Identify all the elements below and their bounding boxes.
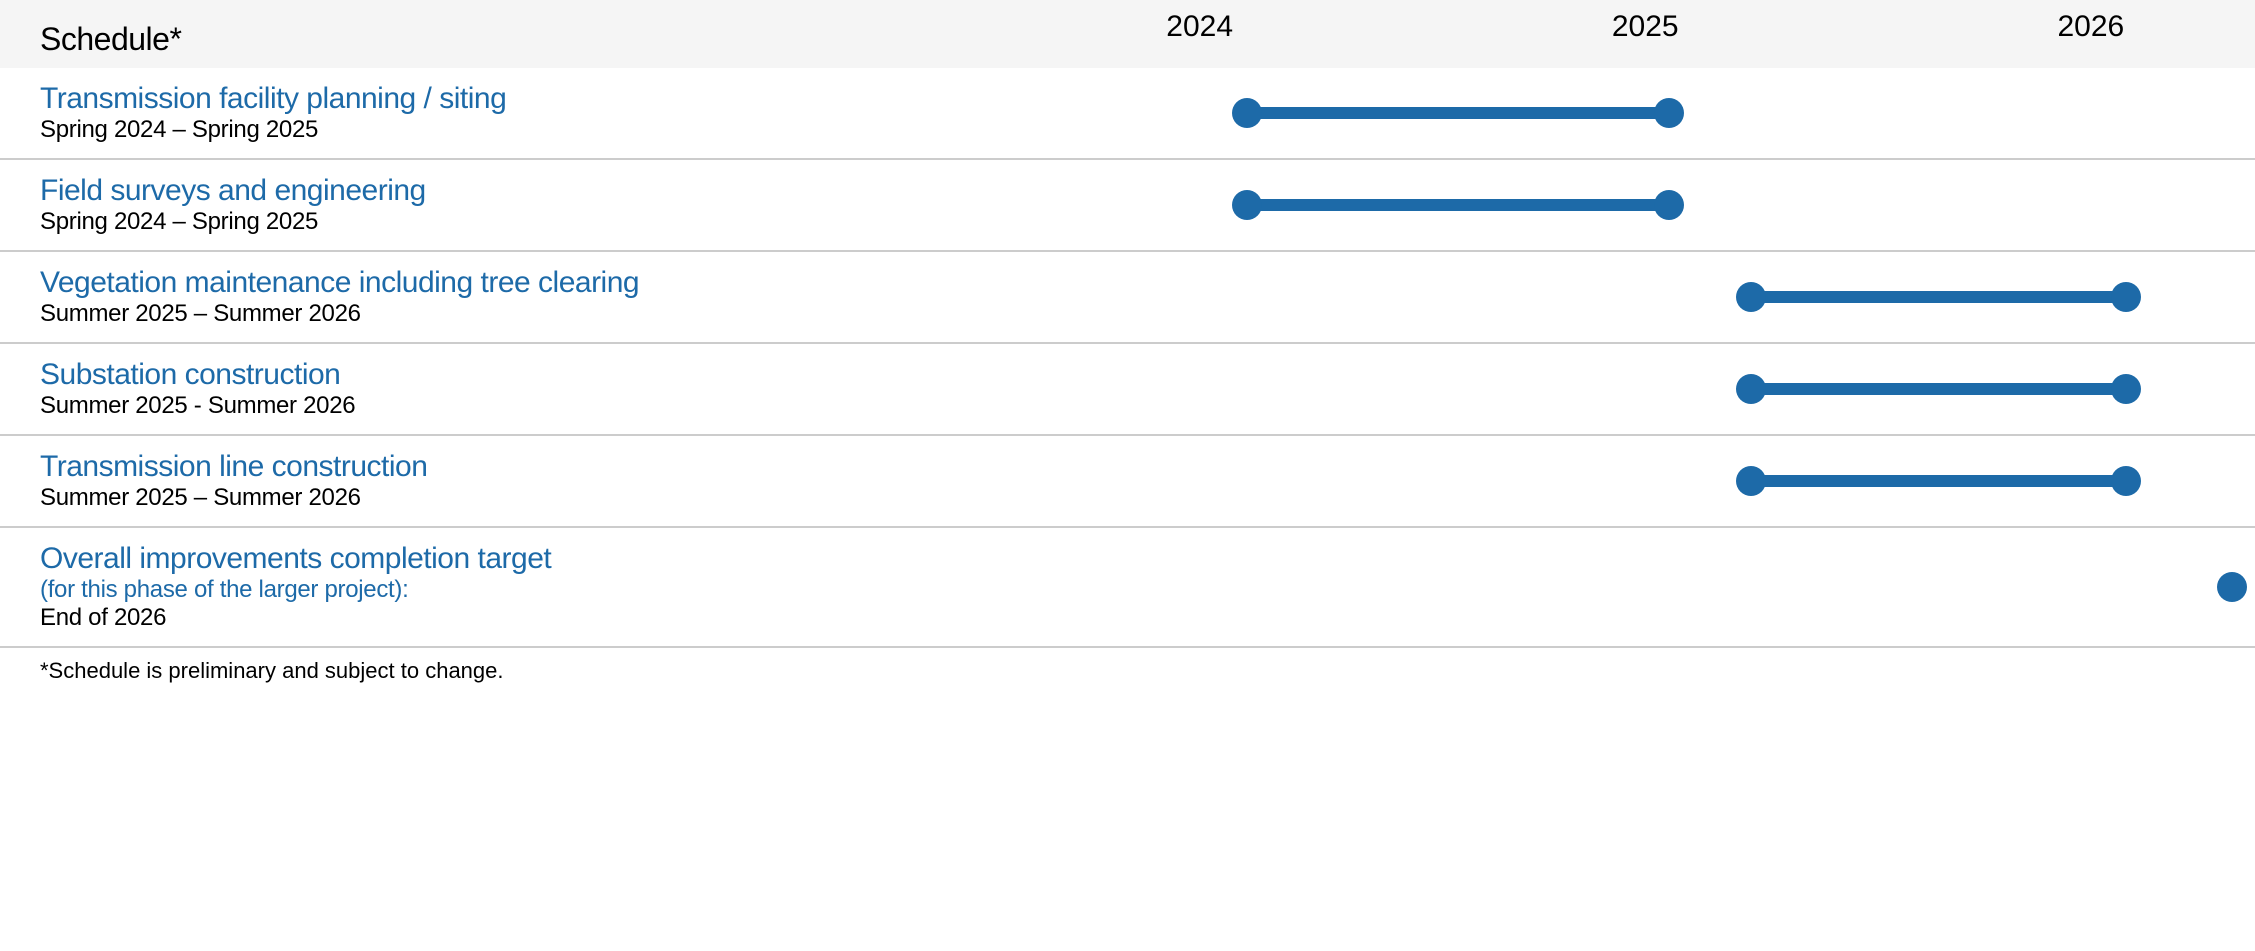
- task-row: Field surveys and engineering Spring 202…: [0, 160, 2255, 252]
- task-subtitle: Summer 2025 – Summer 2026: [40, 484, 1082, 512]
- task-row: Vegetation maintenance including tree cl…: [0, 252, 2255, 344]
- bar-wrap-2: [1082, 282, 2255, 312]
- year-label-1: 2025: [1612, 10, 1679, 44]
- bar-start-dot: [1736, 374, 1766, 404]
- milestone-row: Overall improvements completion target (…: [0, 528, 2255, 648]
- bar-wrap-0: [1082, 98, 2255, 128]
- bar-start-dot: [1736, 282, 1766, 312]
- year-label-2: 2026: [2057, 10, 2124, 44]
- bar-end-dot: [1654, 98, 1684, 128]
- bar-wrap-4: [1082, 466, 2255, 496]
- gantt-bar: [1247, 107, 1669, 119]
- header-label-col: Schedule*: [0, 21, 1082, 58]
- schedule-gantt-chart: Schedule* 2024 2025 2026 Transmission fa…: [0, 0, 2255, 694]
- footnote: *Schedule is preliminary and subject to …: [0, 648, 2255, 694]
- task-label-col: Transmission line construction Summer 20…: [0, 450, 1082, 512]
- task-row: Substation construction Summer 2025 - Su…: [0, 344, 2255, 436]
- header-timeline-col: 2024 2025 2026: [1082, 10, 2255, 50]
- bar-end-dot: [1654, 190, 1684, 220]
- task-title: Substation construction: [40, 358, 1082, 392]
- task-subtitle: Summer 2025 - Summer 2026: [40, 392, 1082, 420]
- gantt-bar: [1751, 291, 2126, 303]
- bar-wrap-3: [1082, 374, 2255, 404]
- milestone-subtitle-blue: (for this phase of the larger project):: [40, 576, 1082, 604]
- bar-end-dot: [2111, 466, 2141, 496]
- task-subtitle: Spring 2024 – Spring 2025: [40, 116, 1082, 144]
- task-row: Transmission line construction Summer 20…: [0, 436, 2255, 528]
- milestone-label-col: Overall improvements completion target (…: [0, 542, 1082, 632]
- task-title: Field surveys and engineering: [40, 174, 1082, 208]
- bar-wrap-1: [1082, 190, 2255, 220]
- gantt-bar: [1751, 475, 2126, 487]
- task-subtitle: Spring 2024 – Spring 2025: [40, 208, 1082, 236]
- task-row: Transmission facility planning / siting …: [0, 68, 2255, 160]
- gantt-bar: [1247, 199, 1669, 211]
- task-label-col: Vegetation maintenance including tree cl…: [0, 266, 1082, 328]
- task-subtitle: Summer 2025 – Summer 2026: [40, 300, 1082, 328]
- year-label-0: 2024: [1166, 10, 1233, 44]
- milestone-timeline-col: [1082, 547, 2255, 627]
- task-timeline-col: [1082, 466, 2255, 496]
- task-label-col: Transmission facility planning / siting …: [0, 82, 1082, 144]
- task-title: Vegetation maintenance including tree cl…: [40, 266, 1082, 300]
- milestone-title: Overall improvements completion target: [40, 542, 1082, 576]
- bar-start-dot: [1232, 98, 1262, 128]
- milestone-dot: [2217, 572, 2247, 602]
- schedule-title: Schedule*: [40, 21, 181, 57]
- bar-start-dot: [1736, 466, 1766, 496]
- task-label-col: Field surveys and engineering Spring 202…: [0, 174, 1082, 236]
- year-labels: 2024 2025 2026: [1082, 10, 2255, 50]
- bar-end-dot: [2111, 282, 2141, 312]
- task-title: Transmission facility planning / siting: [40, 82, 1082, 116]
- task-title: Transmission line construction: [40, 450, 1082, 484]
- task-label-col: Substation construction Summer 2025 - Su…: [0, 358, 1082, 420]
- bar-end-dot: [2111, 374, 2141, 404]
- milestone-wrap: [1082, 547, 2255, 627]
- gantt-bar: [1751, 383, 2126, 395]
- header-row: Schedule* 2024 2025 2026: [0, 0, 2255, 68]
- task-timeline-col: [1082, 98, 2255, 128]
- task-timeline-col: [1082, 190, 2255, 220]
- task-timeline-col: [1082, 282, 2255, 312]
- task-timeline-col: [1082, 374, 2255, 404]
- milestone-subtitle-black: End of 2026: [40, 604, 1082, 632]
- bar-start-dot: [1232, 190, 1262, 220]
